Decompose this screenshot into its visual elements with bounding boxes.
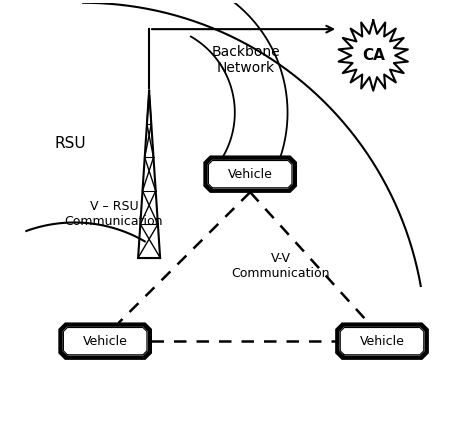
Text: V-V
Communication: V-V Communication xyxy=(232,252,330,280)
Polygon shape xyxy=(338,20,408,91)
Polygon shape xyxy=(59,323,151,359)
Text: RSU: RSU xyxy=(54,136,86,151)
Polygon shape xyxy=(64,328,147,355)
Polygon shape xyxy=(340,328,424,355)
Polygon shape xyxy=(209,161,292,188)
Text: Vehicle: Vehicle xyxy=(228,168,273,181)
Text: CA: CA xyxy=(362,48,385,63)
Text: V – RSU
Communication: V – RSU Communication xyxy=(65,200,163,228)
Text: Vehicle: Vehicle xyxy=(360,335,404,348)
Text: Vehicle: Vehicle xyxy=(83,335,128,348)
Polygon shape xyxy=(336,323,428,359)
Polygon shape xyxy=(204,156,296,192)
Text: Backbone
Network: Backbone Network xyxy=(211,45,280,75)
